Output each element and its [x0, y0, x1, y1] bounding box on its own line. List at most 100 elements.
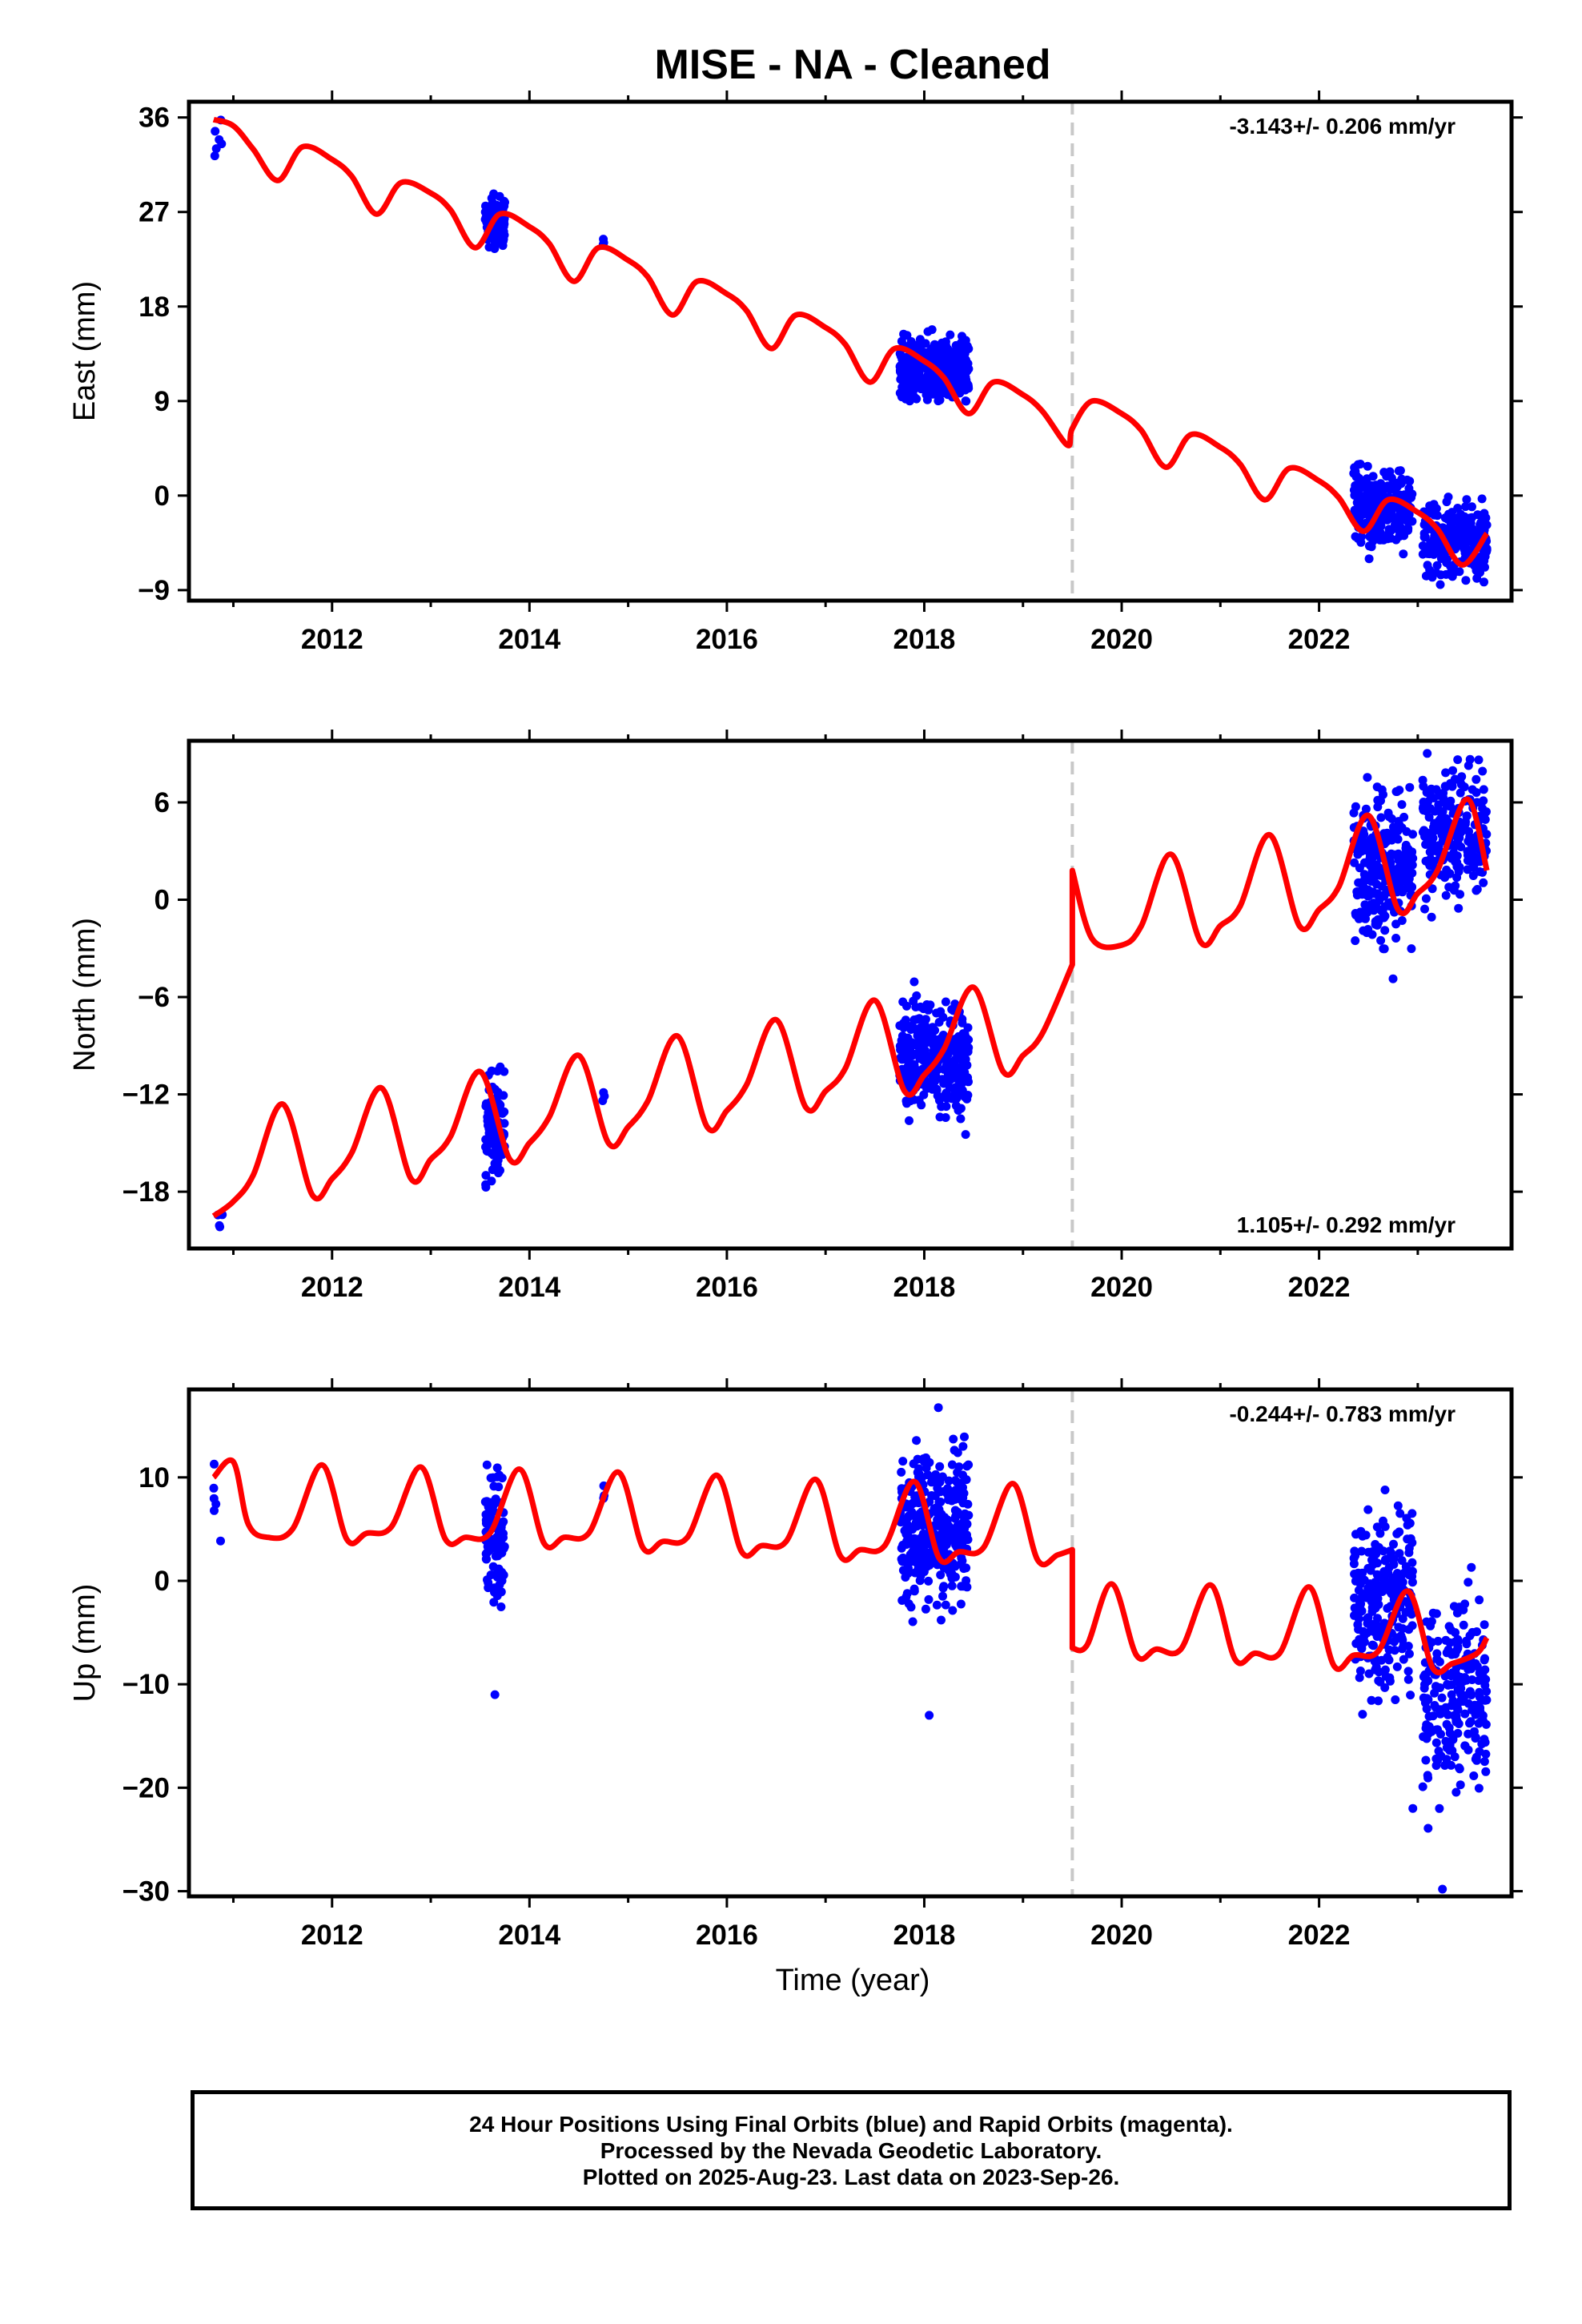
data-point — [1380, 1683, 1390, 1692]
data-point — [1422, 1704, 1431, 1714]
data-point — [958, 372, 967, 382]
data-point — [914, 1015, 924, 1024]
data-point — [924, 1005, 933, 1015]
data-point — [492, 1092, 502, 1102]
data-point — [1379, 944, 1389, 954]
data-point — [216, 1536, 225, 1546]
figure-title: MISE - NA - Cleaned — [654, 42, 1050, 88]
data-point — [1421, 894, 1431, 903]
panel-frame — [187, 99, 1514, 603]
data-point — [943, 1068, 953, 1077]
data-point — [1385, 1586, 1395, 1596]
data-point — [930, 1506, 939, 1516]
data-point — [1387, 503, 1397, 513]
data-point — [1455, 513, 1464, 522]
data-point — [954, 1524, 964, 1534]
data-point — [1472, 1662, 1482, 1671]
data-point — [924, 1594, 934, 1604]
data-point — [1372, 920, 1382, 930]
data-point — [1466, 1717, 1476, 1727]
data-point — [931, 1071, 941, 1080]
data-point — [944, 1476, 954, 1486]
data-point — [1399, 812, 1409, 822]
data-point — [209, 1483, 219, 1493]
data-point — [1372, 1558, 1382, 1568]
data-point — [911, 1003, 921, 1011]
data-point — [1465, 1687, 1475, 1696]
data-point — [1459, 1605, 1468, 1614]
data-point — [897, 336, 906, 346]
y-tick-label: −9 — [138, 575, 170, 606]
data-point — [487, 1176, 496, 1186]
y-axis-label: North (mm) — [68, 918, 102, 1072]
data-point — [1435, 580, 1445, 589]
data-point — [1453, 504, 1463, 513]
data-point — [1377, 785, 1387, 794]
data-point — [1446, 517, 1456, 526]
data-point — [940, 1550, 950, 1559]
data-point — [1407, 1610, 1416, 1619]
data-point — [1398, 1624, 1407, 1634]
data-point — [1456, 1780, 1465, 1790]
data-point — [1401, 845, 1411, 854]
y-tick-label: 0 — [155, 885, 170, 916]
panels: 2012 2014 2016 2018 2020 2022 −9 0 9 18 27 36 East (… — [68, 90, 1523, 1951]
data-point — [1446, 781, 1456, 790]
data-point — [1480, 1757, 1489, 1767]
data-point — [1426, 1621, 1435, 1630]
data-point — [942, 1060, 951, 1070]
data-point — [1392, 1529, 1402, 1538]
data-point — [1397, 800, 1407, 810]
data-point — [1448, 1735, 1458, 1744]
data-point — [909, 1536, 919, 1546]
data-point — [963, 1499, 973, 1509]
data-point — [1418, 1782, 1427, 1791]
data-point — [1452, 1787, 1461, 1797]
data-point — [1403, 1667, 1413, 1676]
data-point — [484, 1501, 493, 1510]
data-point — [1351, 1530, 1360, 1539]
data-point — [1429, 540, 1439, 549]
data-point — [1429, 500, 1439, 509]
data-point — [1469, 1771, 1479, 1780]
data-point — [1407, 1509, 1417, 1518]
data-point — [481, 1142, 490, 1152]
data-point — [210, 151, 219, 161]
data-point — [904, 1599, 913, 1609]
data-point — [926, 1028, 935, 1038]
data-point — [1374, 1570, 1383, 1580]
data-point — [936, 1498, 946, 1506]
data-point — [962, 1462, 972, 1471]
data-point — [1357, 1546, 1367, 1556]
data-point — [1363, 461, 1372, 471]
data-point — [909, 392, 919, 401]
data-point — [1480, 552, 1490, 561]
data-point — [920, 1454, 930, 1464]
data-point — [1471, 1755, 1480, 1764]
data-point — [958, 1556, 967, 1566]
data-point — [1460, 782, 1469, 792]
data-point — [1426, 847, 1435, 857]
data-point — [1468, 871, 1478, 880]
data-point — [932, 1035, 941, 1044]
data-point — [1443, 817, 1453, 826]
data-point — [1396, 479, 1406, 489]
data-point — [898, 997, 908, 1007]
data-point — [1480, 1681, 1490, 1690]
data-point — [912, 1554, 921, 1564]
data-point — [949, 1434, 958, 1444]
data-point — [1367, 498, 1376, 507]
data-point — [1359, 1632, 1368, 1642]
data-point — [1367, 854, 1377, 863]
y-axis-label: Up (mm) — [68, 1584, 102, 1703]
data-point — [1464, 1578, 1473, 1587]
data-point — [948, 1606, 958, 1615]
data-point — [1481, 1749, 1491, 1759]
data-point — [1387, 526, 1395, 535]
data-point — [489, 1598, 499, 1607]
data-point — [1391, 535, 1401, 545]
data-point — [940, 352, 949, 361]
data-point — [901, 1540, 911, 1549]
x-tick-label: 2022 — [1288, 624, 1351, 655]
data-point — [1432, 1649, 1442, 1659]
